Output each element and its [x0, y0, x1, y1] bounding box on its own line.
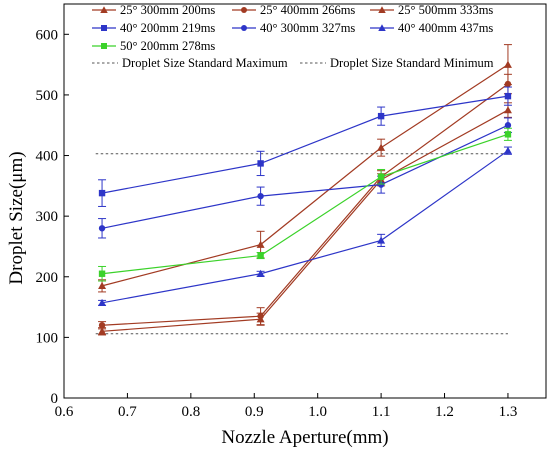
- legend-marker: [101, 25, 107, 31]
- legend-marker: [101, 43, 107, 49]
- data-point: [257, 312, 264, 320]
- series-group: [98, 44, 512, 336]
- legend-item: 25° 300mm 200ms: [92, 3, 215, 17]
- legend-label: Droplet Size Standard Minimum: [330, 56, 494, 70]
- data-point: [98, 327, 107, 335]
- data-point: [504, 131, 512, 138]
- data-point: [257, 192, 264, 200]
- legend-item: 50° 200mm 278ms: [92, 39, 215, 53]
- legend-label: 50° 200mm 278ms: [120, 39, 215, 53]
- legend-item: 40° 200mm 219ms: [92, 21, 215, 35]
- x-axis-title: Nozzle Aperture(mm): [221, 427, 388, 448]
- y-tick-label: 0: [51, 391, 59, 407]
- legend-marker: [100, 6, 108, 13]
- y-tick-label: 500: [36, 88, 59, 104]
- x-tick-label: 0.7: [118, 404, 137, 420]
- data-point: [377, 143, 386, 151]
- data-point: [504, 92, 512, 100]
- series-line: [101, 133, 509, 275]
- plot-area: [63, 3, 547, 399]
- data-point: [503, 146, 512, 154]
- data-point: [98, 298, 107, 307]
- data-point: [504, 122, 512, 129]
- x-tick-label: 0.9: [245, 404, 264, 420]
- data-point: [98, 189, 106, 197]
- legend-marker: [241, 7, 247, 13]
- legend-marker: [378, 24, 386, 31]
- legend-item: 25° 400mm 266ms: [232, 3, 355, 17]
- series: [98, 73, 512, 330]
- legend-marker: [241, 25, 247, 31]
- legend-label: 40° 400mm 437ms: [398, 21, 493, 35]
- plot-frame: [63, 3, 547, 399]
- series: [98, 117, 512, 239]
- legend-label: 40° 200mm 219ms: [120, 21, 215, 35]
- series: [98, 127, 512, 282]
- x-tick-label: 1.1: [372, 404, 391, 420]
- series: [98, 86, 512, 207]
- data-point: [377, 181, 385, 188]
- series-line: [102, 83, 509, 326]
- data-point: [257, 252, 264, 259]
- x-tick-label: 0.8: [181, 404, 200, 420]
- series-line: [102, 109, 509, 332]
- series-line: [101, 64, 509, 287]
- axes: 0.6 0.7 0.8 0.9 1.0 1.1 1.2 1.3 0 100 200 300 400 500…: [36, 27, 518, 420]
- x-tick-label: 1.3: [499, 404, 518, 420]
- series-line: [101, 124, 509, 229]
- y-tick-label: 600: [36, 27, 59, 43]
- legend-label: Droplet Size Standard Maximum: [122, 56, 288, 70]
- x-tick-label: 0.6: [55, 404, 74, 420]
- legend-label: 40° 300mm 327ms: [260, 21, 355, 35]
- legend-item: 40° 400mm 437ms: [370, 21, 493, 35]
- series: [98, 146, 512, 307]
- y-tick-label: 100: [36, 330, 59, 346]
- legend-item: Droplet Size Standard Maximum: [92, 56, 288, 70]
- reference-lines: [95, 153, 508, 335]
- legend-item: 25° 500mm 333ms: [370, 3, 493, 17]
- x-tick-label: 1.0: [308, 404, 327, 420]
- series-line: [101, 95, 509, 194]
- data-point: [503, 60, 512, 68]
- legend-label: 25° 400mm 266ms: [260, 3, 355, 17]
- series: [98, 44, 512, 293]
- data-point: [256, 240, 265, 248]
- series: [98, 102, 512, 336]
- series-line: [101, 150, 509, 304]
- legend-item: 40° 300mm 327ms: [232, 21, 355, 35]
- data-point: [257, 160, 264, 167]
- data-point: [503, 106, 512, 114]
- legend-item: Droplet Size Standard Minimum: [300, 56, 494, 70]
- x-tick-label: 1.2: [435, 404, 454, 420]
- data-point: [256, 269, 265, 277]
- legend-label: 25° 500mm 333ms: [398, 3, 493, 17]
- legend: 25° 300mm 200ms 25° 400mm 266ms 25° 500mm …: [92, 3, 494, 70]
- data-point: [377, 173, 385, 180]
- y-axis-title: Droplet Size(μm): [6, 151, 27, 284]
- legend-marker: [378, 6, 386, 13]
- y-tick-label: 200: [36, 270, 59, 286]
- legend-label: 25° 300mm 200ms: [120, 3, 215, 17]
- data-point: [98, 225, 106, 232]
- data-point: [98, 322, 106, 329]
- data-point: [377, 112, 385, 120]
- data-point: [98, 270, 106, 277]
- y-tick-label: 400: [36, 149, 59, 165]
- data-point: [377, 236, 386, 244]
- y-tick-label: 300: [36, 209, 59, 225]
- data-point: [98, 281, 107, 290]
